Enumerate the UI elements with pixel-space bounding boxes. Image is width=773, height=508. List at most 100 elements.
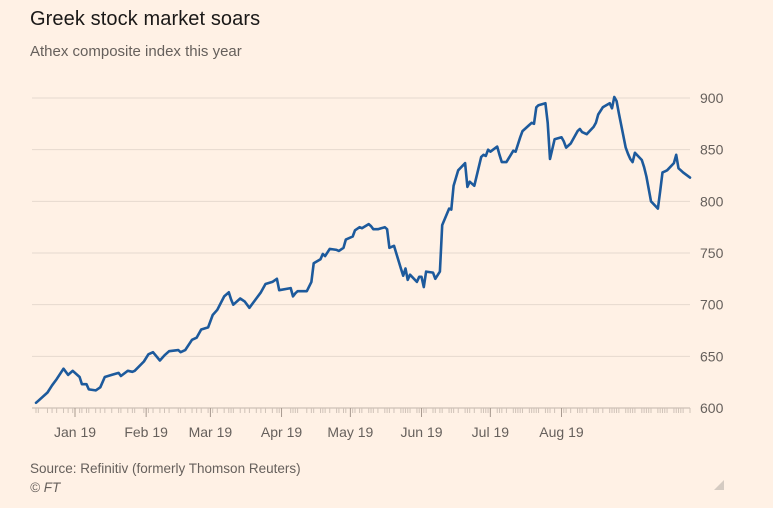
data-point: [682, 171, 684, 173]
data-point: [423, 286, 425, 288]
data-point: [521, 130, 523, 132]
x-tick-label: Apr 19: [261, 424, 302, 440]
data-point: [184, 349, 186, 351]
data-point: [117, 372, 119, 374]
x-tick-label: Jul 19: [472, 424, 510, 440]
data-point: [345, 238, 347, 240]
data-point: [595, 122, 597, 124]
data-point: [230, 298, 232, 300]
data-point: [689, 176, 691, 178]
y-tick-label: 850: [700, 142, 724, 158]
chart-title: Greek stock market soars: [30, 8, 261, 30]
data-point: [664, 170, 666, 172]
data-point: [579, 128, 581, 130]
data-point: [177, 349, 179, 351]
data-point: [473, 185, 475, 187]
data-point: [81, 383, 83, 385]
y-axis: 600 650 700 750 800 850 900: [700, 90, 724, 416]
data-point: [216, 309, 218, 311]
data-point: [46, 391, 48, 393]
data-point: [324, 255, 326, 257]
data-point: [322, 253, 324, 255]
data-point: [657, 207, 659, 209]
data-point: [134, 370, 136, 372]
data-point: [480, 156, 482, 158]
data-point: [581, 131, 583, 133]
data-point: [239, 297, 241, 299]
x-tick-label: May 19: [327, 424, 373, 440]
data-point: [290, 287, 292, 289]
data-point: [659, 190, 661, 192]
data-point: [597, 113, 599, 115]
data-point: [501, 161, 503, 163]
x-tick-label: Mar 19: [189, 424, 233, 440]
data-point: [514, 151, 516, 153]
data-point: [255, 297, 257, 299]
data-point: [496, 145, 498, 147]
data-point: [611, 107, 613, 109]
data-point: [547, 122, 549, 124]
data-point: [78, 376, 80, 378]
data-point: [131, 371, 133, 373]
data-point: [615, 100, 617, 102]
data-point: [482, 154, 484, 156]
data-point: [168, 350, 170, 352]
data-point: [386, 228, 388, 230]
data-point: [244, 300, 246, 302]
athex-index-line: [34, 95, 692, 405]
data-point: [127, 370, 129, 372]
data-point: [329, 248, 331, 250]
data-point: [517, 143, 519, 145]
data-point: [643, 166, 645, 168]
data-point: [372, 228, 374, 230]
data-point: [432, 271, 434, 273]
data-point: [95, 389, 97, 391]
data-point: [512, 150, 514, 152]
data-point: [650, 200, 652, 202]
data-point: [402, 275, 404, 277]
data-point: [368, 223, 370, 225]
resize-handle-icon[interactable]: [714, 480, 724, 490]
data-point: [358, 226, 360, 228]
data-point: [294, 292, 296, 294]
data-point: [409, 274, 411, 276]
data-point: [223, 295, 225, 297]
data-point: [338, 250, 340, 252]
data-point: [661, 171, 663, 173]
gridlines: [32, 97, 690, 409]
data-point: [407, 279, 409, 281]
data-point: [592, 126, 594, 128]
data-point: [388, 247, 390, 249]
data-point: [195, 337, 197, 339]
y-tick-label: 750: [700, 245, 724, 261]
data-point: [469, 181, 471, 183]
data-point: [553, 138, 555, 140]
data-point: [352, 235, 354, 237]
data-point: [384, 226, 386, 228]
data-point: [544, 102, 546, 104]
data-point: [629, 158, 631, 160]
data-point: [306, 290, 308, 292]
data-point: [56, 378, 58, 380]
data-point: [613, 96, 615, 98]
data-point: [404, 267, 406, 269]
data-point: [452, 185, 454, 187]
data-point: [537, 104, 539, 106]
data-point: [448, 207, 450, 209]
data-point: [51, 384, 53, 386]
y-tick-label: 650: [700, 348, 724, 364]
data-point: [425, 270, 427, 272]
y-tick-label: 600: [700, 400, 724, 416]
data-point: [489, 151, 491, 153]
data-point: [634, 152, 636, 154]
data-point: [37, 400, 39, 402]
data-point: [361, 227, 363, 229]
y-tick-label: 800: [700, 193, 724, 209]
data-point: [120, 375, 122, 377]
data-point: [533, 123, 535, 125]
x-tick-label: Feb 19: [124, 424, 168, 440]
x-axis: Jan 19 Feb 19 Mar 19 Apr 19 May 19 Jun 19 Jul …: [35, 408, 691, 440]
data-point: [271, 281, 273, 283]
data-point: [416, 281, 418, 283]
